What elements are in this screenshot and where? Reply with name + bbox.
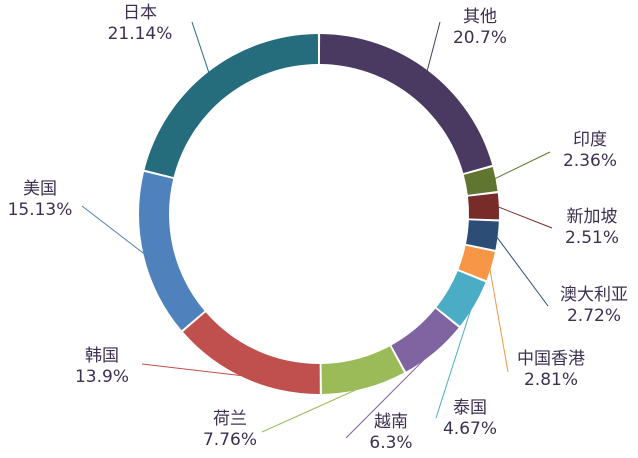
slice-4 xyxy=(465,220,499,250)
category-label-5: 中国香港 xyxy=(517,349,585,369)
leader-line-9 xyxy=(141,363,246,377)
donut-slices xyxy=(139,34,499,394)
leader-line-6 xyxy=(435,303,474,419)
slice-6 xyxy=(436,270,486,326)
slice-10 xyxy=(139,171,205,331)
slice-11 xyxy=(144,34,319,178)
leader-line-4 xyxy=(495,235,549,307)
category-label-1: 其他 xyxy=(463,7,497,27)
leader-line-7 xyxy=(345,350,434,439)
leader-line-10 xyxy=(81,205,147,256)
leader-line-2 xyxy=(493,151,551,180)
slice-1 xyxy=(319,34,493,174)
leader-line-8 xyxy=(261,385,365,433)
category-label-6: 泰国 xyxy=(453,398,487,418)
value-label-9: 13.9% xyxy=(75,367,129,387)
leader-line-5 xyxy=(488,265,509,373)
leader-line-1 xyxy=(426,21,441,73)
category-label-10: 美国 xyxy=(23,179,57,199)
slice-9 xyxy=(182,312,320,394)
category-label-3: 新加坡 xyxy=(567,207,618,227)
value-label-4: 2.72% xyxy=(567,306,621,326)
value-label-5: 2.81% xyxy=(524,370,578,390)
category-label-2: 印度 xyxy=(573,130,607,150)
value-label-10: 15.13% xyxy=(8,200,73,220)
slice-8 xyxy=(321,346,405,394)
value-label-6: 4.67% xyxy=(443,419,497,439)
category-label-4: 澳大利亚 xyxy=(560,285,628,305)
leader-line-11 xyxy=(191,21,210,74)
category-label-8: 荷兰 xyxy=(213,409,247,429)
category-label-7: 越南 xyxy=(374,412,408,432)
value-label-8: 7.76% xyxy=(203,430,257,450)
slice-3 xyxy=(467,193,499,220)
slice-2 xyxy=(463,167,498,195)
value-label-11: 21.14% xyxy=(108,24,173,44)
leader-lines xyxy=(81,21,553,439)
leader-line-3 xyxy=(496,205,553,229)
value-label-2: 2.36% xyxy=(563,151,617,171)
category-label-11: 日本 xyxy=(123,3,157,23)
value-label-1: 20.7% xyxy=(453,28,507,48)
value-label-3: 2.51% xyxy=(565,228,619,248)
slice-5 xyxy=(458,245,495,281)
category-label-9: 韩国 xyxy=(85,346,119,366)
slice-7 xyxy=(391,308,459,372)
value-label-7: 6.3% xyxy=(369,433,412,453)
